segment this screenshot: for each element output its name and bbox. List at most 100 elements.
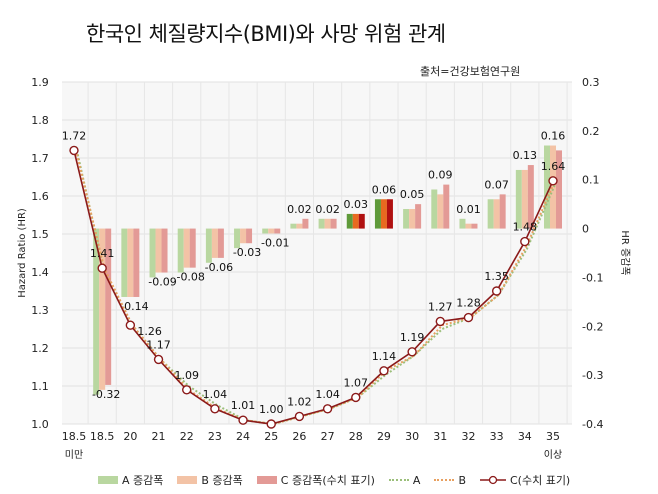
bar-value-label: 0.07 [484,178,509,191]
bar-value-label: -0.32 [92,388,120,401]
bar-c [415,204,422,229]
line-value-label: 1.14 [372,350,397,363]
legend-a-bar: A 증감폭 [98,472,163,488]
bar-b [493,199,500,229]
left-tick-label: 1.7 [31,152,49,165]
line-c-marker [266,419,276,429]
legend-swatch [256,476,277,484]
bar-c [274,228,281,234]
line-value-label: 1.48 [513,221,538,234]
x-tick-label: 30 [405,430,419,443]
line-c-marker [153,354,164,365]
right-tick-label: -0.3 [582,369,603,382]
line-value-label: 1.26 [137,325,162,338]
bar-b [296,223,303,229]
line-value-label: 1.27 [428,300,453,313]
x-tick-label: 32 [461,430,475,443]
left-axis-label: Hazard Ratio (HR) [17,208,28,298]
bar-a [346,213,353,229]
line-value-label: 1.02 [287,395,312,408]
line-c-marker [210,404,220,414]
line-value-label: 1.01 [231,399,256,412]
bar-a [262,228,269,234]
legend-label: C(수치 표기) [509,474,571,487]
bar-c [302,218,309,229]
x-tick-label: 22 [180,430,194,443]
bar-value-label: 0.02 [287,203,312,216]
left-tick-label: 1.8 [31,114,49,127]
bar-a [515,169,522,229]
bar-c [330,218,337,229]
line-c-marker [435,316,445,327]
line-c-marker [322,404,333,414]
right-tick-label: 0.1 [582,174,600,187]
plot-area [62,82,572,424]
left-tick-label: 1.4 [31,266,49,279]
left-tick-label: 1.3 [31,304,49,317]
line-value-label: 1.28 [456,297,481,310]
legend-swatch [177,476,198,484]
legend-swatch [434,479,455,481]
bar-c [386,199,393,229]
bar-a [93,228,100,395]
x-tick-label: 24 [236,430,250,443]
bar-value-label: -0.06 [205,261,233,274]
bar-c [133,228,140,297]
bar-a [177,228,184,273]
legend-label: B 증감폭 [201,474,243,487]
line-value-label: 1.19 [400,331,425,344]
line-value-label: 1.00 [259,403,284,416]
bar-a [431,189,438,229]
left-tick-label: 1.0 [31,418,49,431]
x-tick-label: 21 [152,430,166,443]
x-tick-label: 34 [518,430,532,443]
bar-a [487,199,494,229]
bar-a [544,145,550,229]
bar-c [527,165,534,229]
line-value-label: 1.72 [62,129,87,142]
bar-a [403,209,410,229]
line-c-marker [407,347,417,357]
bar-value-label: 0.02 [315,203,340,216]
bar-a [459,218,466,229]
bar-c [246,228,253,244]
bar-a [149,228,156,278]
left-tick-label: 1.6 [31,190,49,203]
line-c-marker [520,236,530,247]
line-c-marker [491,286,502,296]
bar-value-label: 0.13 [513,149,538,162]
bar-c [471,223,478,229]
x-tick-label: 26 [292,430,306,443]
left-tick-label: 1.9 [31,76,49,89]
x-tick-label: 28 [349,430,363,443]
bar-b [465,223,472,229]
bar-a [374,199,381,229]
bar-c [443,184,450,229]
line-value-label: 1.64 [541,160,566,173]
legend-label: B [458,473,466,487]
line-c-marker [182,385,192,395]
legend-line-marker-icon [479,475,506,485]
line-c-marker [294,411,305,422]
line-b [75,150,556,426]
line-value-label: 1.35 [484,270,509,283]
bar-b [352,213,359,229]
bar-a [290,223,297,229]
bar-b [183,228,190,268]
bar-a [318,218,325,229]
bar-b [99,228,106,390]
legend-c-line: C(수치 표기) [479,472,571,488]
bar-b [268,228,275,234]
x-tick-label: 35 [546,430,560,443]
bar-value-label: -0.08 [176,271,204,284]
bar-b [380,199,387,229]
legend-label: C 증감폭(수치 표기) [280,474,375,487]
right-tick-label: -0.4 [582,418,603,431]
source-note: 출처=건강보험연구원 [420,65,521,78]
bar-value-label: -0.01 [261,236,289,249]
left-tick-label: 1.2 [31,342,49,355]
bar-value-label: -0.03 [233,246,261,259]
bar-c [161,228,168,273]
x-tick-label: 31 [433,430,447,443]
line-value-label: 1.17 [146,338,171,351]
